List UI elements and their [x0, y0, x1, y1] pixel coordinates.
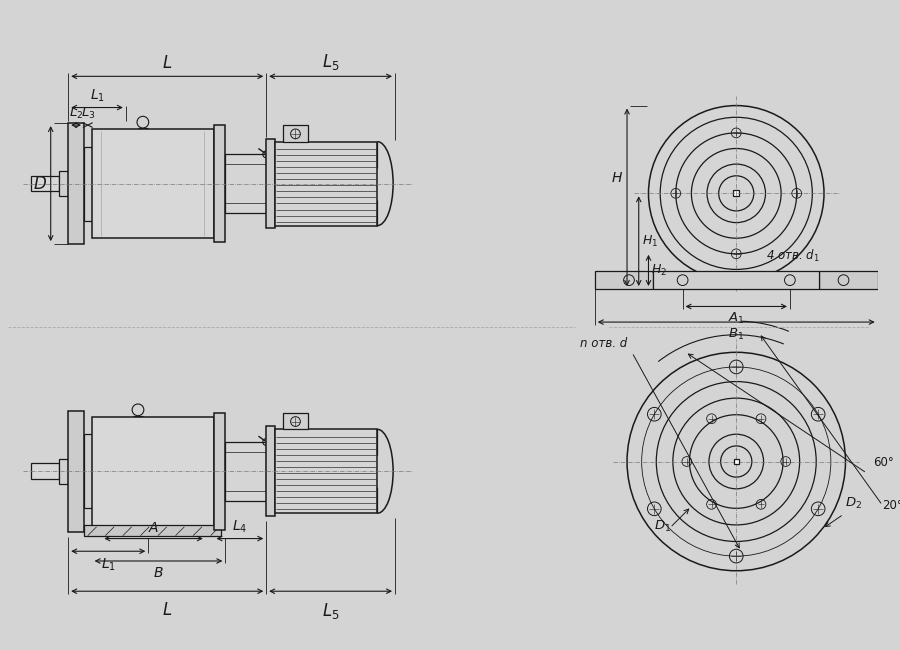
- Text: 60°: 60°: [873, 456, 894, 469]
- Text: $D$: $D$: [32, 175, 47, 192]
- Bar: [92, 417, 213, 526]
- Text: $L_5$: $L_5$: [322, 601, 339, 621]
- Bar: [819, 271, 878, 289]
- Text: $L_2$: $L_2$: [69, 106, 83, 121]
- Bar: [275, 142, 377, 226]
- Text: $L_3$: $L_3$: [80, 106, 95, 121]
- Bar: [84, 525, 221, 536]
- Circle shape: [649, 105, 824, 281]
- Text: $L_5$: $L_5$: [322, 53, 339, 72]
- Text: $A$: $A$: [148, 521, 159, 535]
- Text: 4 отв. $d_1$: 4 отв. $d_1$: [766, 248, 819, 263]
- Bar: [58, 459, 68, 484]
- Bar: [213, 413, 225, 530]
- Bar: [92, 129, 213, 238]
- Bar: [266, 426, 275, 516]
- Text: $H_1$: $H_1$: [642, 233, 658, 249]
- Bar: [653, 271, 819, 289]
- Text: $L_4$: $L_4$: [232, 518, 248, 535]
- Bar: [275, 430, 377, 514]
- Text: $B$: $B$: [153, 566, 164, 580]
- Bar: [68, 123, 84, 244]
- Text: $A_1$: $A_1$: [728, 311, 744, 326]
- Bar: [32, 176, 58, 191]
- Bar: [283, 125, 308, 142]
- Bar: [84, 146, 92, 220]
- Bar: [283, 413, 308, 430]
- Bar: [68, 411, 84, 532]
- Text: $L$: $L$: [162, 55, 173, 72]
- Text: $L$: $L$: [162, 601, 173, 619]
- Bar: [266, 138, 275, 228]
- Text: $L_1$: $L_1$: [101, 556, 116, 573]
- Bar: [58, 171, 68, 196]
- Text: n отв. d: n отв. d: [580, 337, 627, 350]
- Bar: [32, 463, 58, 479]
- Bar: [225, 154, 266, 213]
- Text: 20°: 20°: [883, 499, 900, 512]
- Bar: [213, 125, 225, 242]
- Text: $H$: $H$: [611, 171, 623, 185]
- Text: $B_1$: $B_1$: [728, 327, 744, 342]
- Text: $D_2$: $D_2$: [845, 496, 862, 511]
- Text: $L_1$: $L_1$: [89, 87, 104, 103]
- Text: $D_1$: $D_1$: [653, 519, 670, 534]
- Bar: [734, 459, 739, 464]
- Text: $H_2$: $H_2$: [652, 263, 668, 278]
- Bar: [595, 271, 653, 289]
- Bar: [225, 442, 266, 501]
- Bar: [734, 190, 739, 196]
- Bar: [84, 434, 92, 508]
